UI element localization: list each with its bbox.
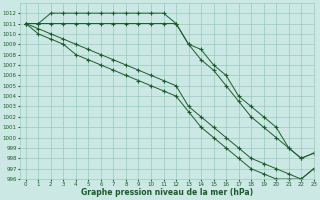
- X-axis label: Graphe pression niveau de la mer (hPa): Graphe pression niveau de la mer (hPa): [81, 188, 253, 197]
